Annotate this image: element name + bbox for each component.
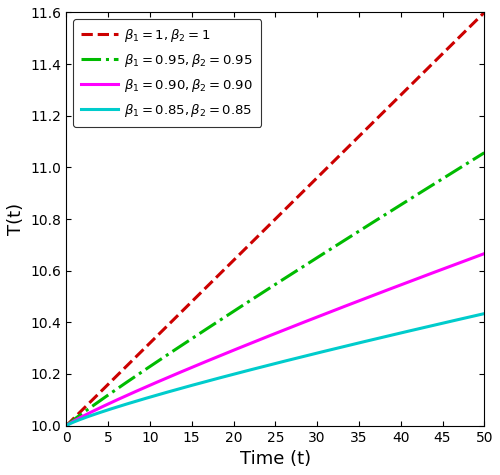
$\beta_1 = 0.90, \beta_2 = 0.90$ [469, 255, 475, 261]
$\beta_1 = 0.85, \beta_2 = 0.85$ [482, 311, 488, 316]
$\beta_1 = 0.95, \beta_2 = 0.95$ [84, 407, 90, 412]
$\beta_1 = 1, \beta_2 = 1$ [469, 22, 475, 28]
$\beta_1 = 0.90, \beta_2 = 0.90$ [266, 333, 272, 339]
$\beta_1 = 0.95, \beta_2 = 0.95$ [469, 158, 475, 163]
$\beta_1 = 0.90, \beta_2 = 0.90$ [64, 423, 70, 428]
X-axis label: Time (t): Time (t) [240, 450, 311, 468]
$\beta_1 = 0.85, \beta_2 = 0.85$ [469, 314, 475, 319]
$\beta_1 = 0.90, \beta_2 = 0.90$ [84, 411, 90, 417]
Line: $\beta_1 = 0.90, \beta_2 = 0.90$: $\beta_1 = 0.90, \beta_2 = 0.90$ [66, 254, 484, 426]
$\beta_1 = 0.95, \beta_2 = 0.95$ [256, 292, 262, 298]
$\beta_1 = 1, \beta_2 = 1$ [392, 97, 398, 103]
$\beta_1 = 0.95, \beta_2 = 0.95$ [392, 205, 398, 211]
$\beta_1 = 0.95, \beta_2 = 0.95$ [64, 423, 70, 428]
Line: $\beta_1 = 0.85, \beta_2 = 0.85$: $\beta_1 = 0.85, \beta_2 = 0.85$ [66, 314, 484, 426]
$\beta_1 = 0.85, \beta_2 = 0.85$ [64, 423, 70, 428]
$\beta_1 = 0.85, \beta_2 = 0.85$ [469, 314, 475, 319]
$\beta_1 = 0.85, \beta_2 = 0.85$ [266, 362, 272, 368]
$\beta_1 = 0.95, \beta_2 = 0.95$ [469, 157, 475, 163]
Line: $\beta_1 = 0.95, \beta_2 = 0.95$: $\beta_1 = 0.95, \beta_2 = 0.95$ [66, 153, 484, 426]
$\beta_1 = 0.90, \beta_2 = 0.90$ [392, 284, 398, 290]
$\beta_1 = 0.90, \beta_2 = 0.90$ [256, 337, 262, 343]
$\beta_1 = 0.90, \beta_2 = 0.90$ [469, 256, 475, 261]
$\beta_1 = 1, \beta_2 = 1$ [469, 21, 475, 27]
$\beta_1 = 1, \beta_2 = 1$ [482, 10, 488, 15]
Y-axis label: T(t): T(t) [7, 203, 25, 235]
$\beta_1 = 0.85, \beta_2 = 0.85$ [392, 332, 398, 337]
$\beta_1 = 0.90, \beta_2 = 0.90$ [482, 251, 488, 256]
$\beta_1 = 1, \beta_2 = 1$ [266, 222, 272, 228]
$\beta_1 = 0.85, \beta_2 = 0.85$ [256, 365, 262, 370]
$\beta_1 = 0.95, \beta_2 = 0.95$ [482, 150, 488, 156]
$\beta_1 = 0.95, \beta_2 = 0.95$ [266, 285, 272, 291]
Line: $\beta_1 = 1, \beta_2 = 1$: $\beta_1 = 1, \beta_2 = 1$ [66, 12, 484, 426]
$\beta_1 = 0.85, \beta_2 = 0.85$ [84, 414, 90, 419]
Legend: $\beta_1 = 1, \beta_2 = 1$, $\beta_1 = 0.95, \beta_2 = 0.95$, $\beta_1 = 0.90, \: $\beta_1 = 1, \beta_2 = 1$, $\beta_1 = 0… [73, 19, 261, 127]
$\beta_1 = 1, \beta_2 = 1$ [64, 423, 70, 428]
$\beta_1 = 1, \beta_2 = 1$ [84, 402, 90, 408]
$\beta_1 = 1, \beta_2 = 1$ [256, 233, 262, 238]
